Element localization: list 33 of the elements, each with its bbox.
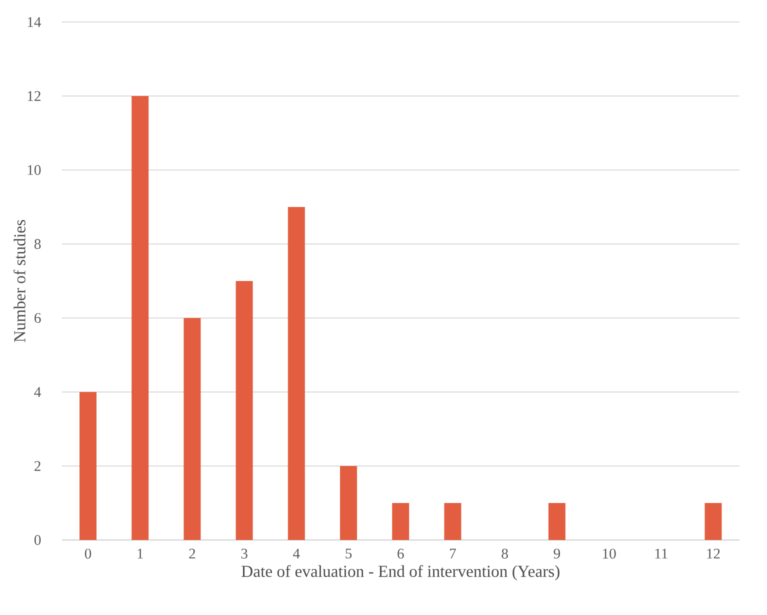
x-tick-label: 11	[655, 548, 668, 558]
x-tick-label: 5	[346, 548, 352, 558]
bar	[236, 280, 253, 540]
bar	[132, 96, 149, 540]
y-tick-label: 6	[34, 313, 41, 323]
bar	[444, 503, 462, 540]
x-tick-label: 9	[554, 548, 560, 559]
x-tick-label: 0	[84, 548, 92, 559]
x-tick-label: 12	[707, 548, 720, 558]
x-tick-label: 7	[450, 548, 456, 558]
x-tick-label: 3	[241, 548, 248, 559]
y-tick-label: 10	[28, 165, 41, 175]
y-tick-label: 8	[34, 239, 41, 249]
x-tick-label: 8	[502, 548, 508, 559]
x-tick-label: 6	[398, 548, 404, 559]
y-tick-label: 14	[28, 17, 42, 27]
x-tick-label: 1	[138, 548, 143, 558]
y-tick-label: 2	[34, 461, 40, 471]
bar	[80, 392, 97, 540]
x-axis-title: Date of evaluation - End of intervention (Years)	[242, 565, 560, 580]
bar	[392, 503, 410, 540]
y-tick-label: 4	[34, 387, 42, 397]
bar	[288, 206, 305, 540]
bar	[704, 503, 722, 540]
y-tick-label: 12	[28, 91, 40, 101]
bar	[548, 503, 566, 540]
x-tick-label: 2	[189, 548, 196, 558]
x-tick-label: 10	[602, 548, 616, 559]
bar	[340, 466, 358, 540]
y-tick-label: 0	[34, 535, 41, 545]
y-axis-title: Number of studies	[14, 220, 26, 342]
bar	[184, 318, 201, 540]
x-tick-label: 4	[293, 548, 300, 558]
